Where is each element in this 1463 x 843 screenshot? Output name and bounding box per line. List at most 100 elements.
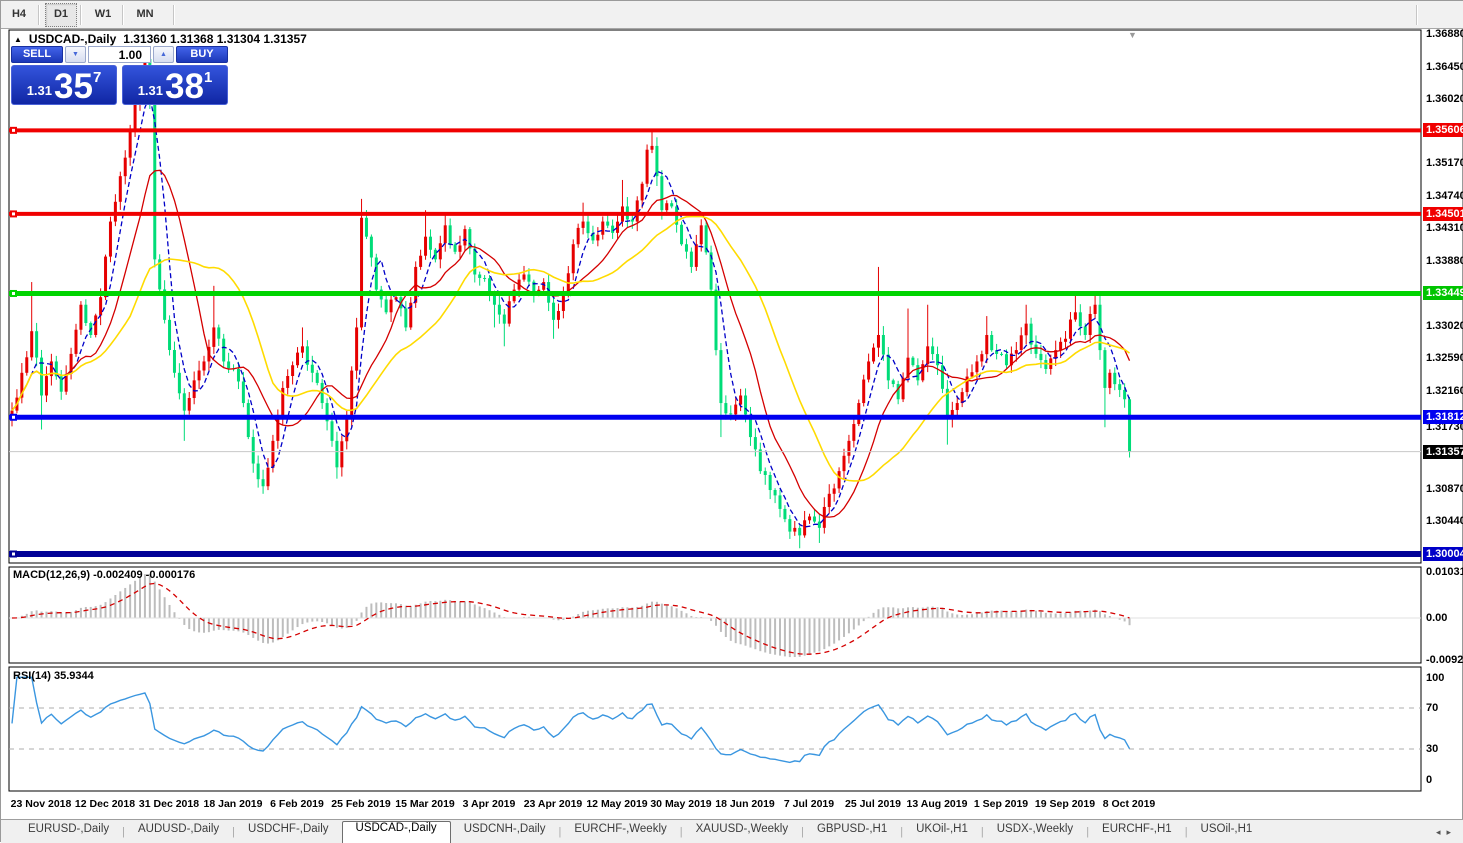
date-axis-label: 30 May 2019 xyxy=(650,798,711,810)
price-axis-marker-1.31812: 1.31812 xyxy=(1423,410,1463,424)
rsi-pane-frame xyxy=(9,667,1421,791)
date-axis-label: 23 Apr 2019 xyxy=(524,798,583,810)
date-axis-label: 23 Nov 2018 xyxy=(11,798,72,810)
price-axis-tick-label: 1.36450 xyxy=(1426,61,1463,73)
rsi-indicator-label: RSI(14) 35.9344 xyxy=(13,670,94,682)
price-axis-tick-label: 1.35170 xyxy=(1426,157,1463,169)
spinner-up-icon: ▲ xyxy=(160,51,167,58)
price-axis-marker-1.35606: 1.35606 xyxy=(1423,123,1463,137)
buy-price-small: 1.31 xyxy=(138,83,163,98)
one-click-trade-panel: SELL ▼ ▲ BUY 1.31 35 7 1.31 38 1 xyxy=(11,46,228,105)
tab-scroll-arrows[interactable]: ◂▸ xyxy=(1436,827,1457,838)
sell-price-big: 35 xyxy=(54,71,93,103)
price-axis-tick-label: 1.30870 xyxy=(1426,483,1463,495)
level-handle-dot xyxy=(12,552,15,555)
rsi-line xyxy=(12,677,1130,762)
tab-item-eurchf--weekly[interactable]: EURCHF-,Weekly xyxy=(561,823,679,843)
level-handle-dot xyxy=(12,292,15,295)
rsi-axis-label: 70 xyxy=(1426,702,1438,714)
date-axis-label: 7 Jul 2019 xyxy=(784,798,834,810)
macd-histogram xyxy=(12,574,1130,657)
price-axis-tick-label: 1.32160 xyxy=(1426,385,1463,397)
date-axis-label: 25 Jul 2019 xyxy=(845,798,901,810)
date-axis-label: 18 Jan 2019 xyxy=(204,798,263,810)
level-handle-dot xyxy=(12,212,15,215)
macd-axis-label: 0.010311 xyxy=(1426,566,1463,578)
spinner-down-icon: ▼ xyxy=(72,51,79,58)
tab-item-usdcnh--daily[interactable]: USDCNH-,Daily xyxy=(451,823,559,843)
buy-price-box[interactable]: 1.31 38 1 xyxy=(122,65,228,105)
date-axis-label: 13 Aug 2019 xyxy=(907,798,968,810)
date-axis-label: 18 Jun 2019 xyxy=(715,798,775,810)
tab-item-ukoil--h1[interactable]: UKOil-,H1 xyxy=(903,823,981,843)
ma-mid-line xyxy=(12,170,1130,517)
tab-scroll-right-icon: ▸ xyxy=(1446,827,1457,837)
macd-indicator-label: MACD(12,26,9) -0.002409 -0.000176 xyxy=(13,569,195,581)
chart-symbol-label: USDCAD-,Daily xyxy=(29,32,116,46)
ma-fast-line xyxy=(12,96,1130,527)
tab-item-eurusd--daily[interactable]: EURUSD-,Daily xyxy=(15,823,122,843)
tab-item-xauusd--weekly[interactable]: XAUUSD-,Weekly xyxy=(683,823,801,843)
date-axis-label: 15 Mar 2019 xyxy=(395,798,455,810)
volume-input[interactable] xyxy=(88,46,151,63)
price-axis-tick-label: 1.32590 xyxy=(1426,352,1463,364)
buy-price-sup: 1 xyxy=(204,69,212,86)
rsi-axis-label: 0 xyxy=(1426,774,1432,786)
price-axis-marker-1.31357: 1.31357 xyxy=(1423,445,1463,459)
rsi-axis-label: 30 xyxy=(1426,743,1438,755)
chart-title: ▲ USDCAD-,Daily 1.31360 1.31368 1.31304 … xyxy=(14,32,307,46)
sell-price-box[interactable]: 1.31 35 7 xyxy=(11,65,117,105)
tab-item-gbpusd--h1[interactable]: GBPUSD-,H1 xyxy=(804,823,900,843)
level-handle-dot xyxy=(12,129,15,132)
chart-tab-bar: EURUSD-,Daily|AUDUSD-,Daily|USDCHF-,Dail… xyxy=(1,819,1463,843)
trade-panel-top-row: SELL ▼ ▲ BUY xyxy=(11,46,228,63)
tab-item-audusd--daily[interactable]: AUDUSD-,Daily xyxy=(125,823,232,843)
date-axis-label: 1 Sep 2019 xyxy=(974,798,1028,810)
date-axis-label: 31 Dec 2018 xyxy=(139,798,199,810)
macd-pane[interactable] xyxy=(9,574,1421,657)
volume-decrease-button[interactable]: ▼ xyxy=(65,46,86,63)
price-axis-marker-1.34501: 1.34501 xyxy=(1423,207,1463,221)
buy-button[interactable]: BUY xyxy=(176,46,228,63)
price-axis-marker-1.33449: 1.33449 xyxy=(1423,286,1463,300)
tab-item-usdx--weekly[interactable]: USDX-,Weekly xyxy=(984,823,1086,843)
candles-layer xyxy=(11,51,1132,548)
price-axis-tick-label: 1.34740 xyxy=(1426,190,1463,202)
macd-axis-label: -0.0092036 xyxy=(1426,654,1463,666)
collapse-panel-icon[interactable]: ▲ xyxy=(14,35,22,44)
buy-price-big: 38 xyxy=(165,71,204,103)
tab-item-usdchf--daily[interactable]: USDCHF-,Daily xyxy=(235,823,342,843)
date-axis-label: 8 Oct 2019 xyxy=(1103,798,1156,810)
rsi-pane[interactable] xyxy=(9,677,1421,762)
date-axis-label: 25 Feb 2019 xyxy=(331,798,391,810)
macd-axis-label: 0.00 xyxy=(1426,612,1447,624)
price-axis-tick-label: 1.33880 xyxy=(1426,255,1463,267)
macd-pane-frame xyxy=(9,567,1421,663)
price-axis-tick-label: 1.34310 xyxy=(1426,222,1463,234)
price-axis-tick-label: 1.30440 xyxy=(1426,515,1463,527)
sell-price-sup: 7 xyxy=(93,69,101,86)
sell-price-small: 1.31 xyxy=(27,83,52,98)
price-axis-tick-label: 1.36020 xyxy=(1426,93,1463,105)
price-axis-tick-label: 1.36880 xyxy=(1426,28,1463,40)
date-axis-label: 3 Apr 2019 xyxy=(463,798,516,810)
volume-increase-button[interactable]: ▲ xyxy=(153,46,174,63)
sell-button[interactable]: SELL xyxy=(11,46,63,63)
tab-item-eurchf--h1[interactable]: EURCHF-,H1 xyxy=(1089,823,1185,843)
tab-scroll-left-icon: ◂ xyxy=(1436,827,1447,837)
price-axis-marker-1.30004: 1.30004 xyxy=(1423,547,1463,561)
tab-item-usoil--h1[interactable]: USOil-,H1 xyxy=(1188,823,1266,843)
date-axis-label: 6 Feb 2019 xyxy=(270,798,324,810)
tab-items: EURUSD-,Daily|AUDUSD-,Daily|USDCHF-,Dail… xyxy=(15,821,1265,843)
tab-item-usdcad--daily[interactable]: USDCAD-,Daily xyxy=(342,821,451,843)
chart-shift-marker-icon[interactable]: ▼ xyxy=(1128,30,1137,40)
date-axis-label: 12 May 2019 xyxy=(586,798,647,810)
rsi-axis-label: 100 xyxy=(1426,672,1444,684)
price-pane[interactable] xyxy=(11,51,1132,548)
level-handle-dot xyxy=(12,416,15,419)
price-axis-tick-label: 1.33020 xyxy=(1426,320,1463,332)
chart-ohlc-values: 1.31360 1.31368 1.31304 1.31357 xyxy=(123,32,307,46)
date-axis-label: 12 Dec 2018 xyxy=(75,798,135,810)
